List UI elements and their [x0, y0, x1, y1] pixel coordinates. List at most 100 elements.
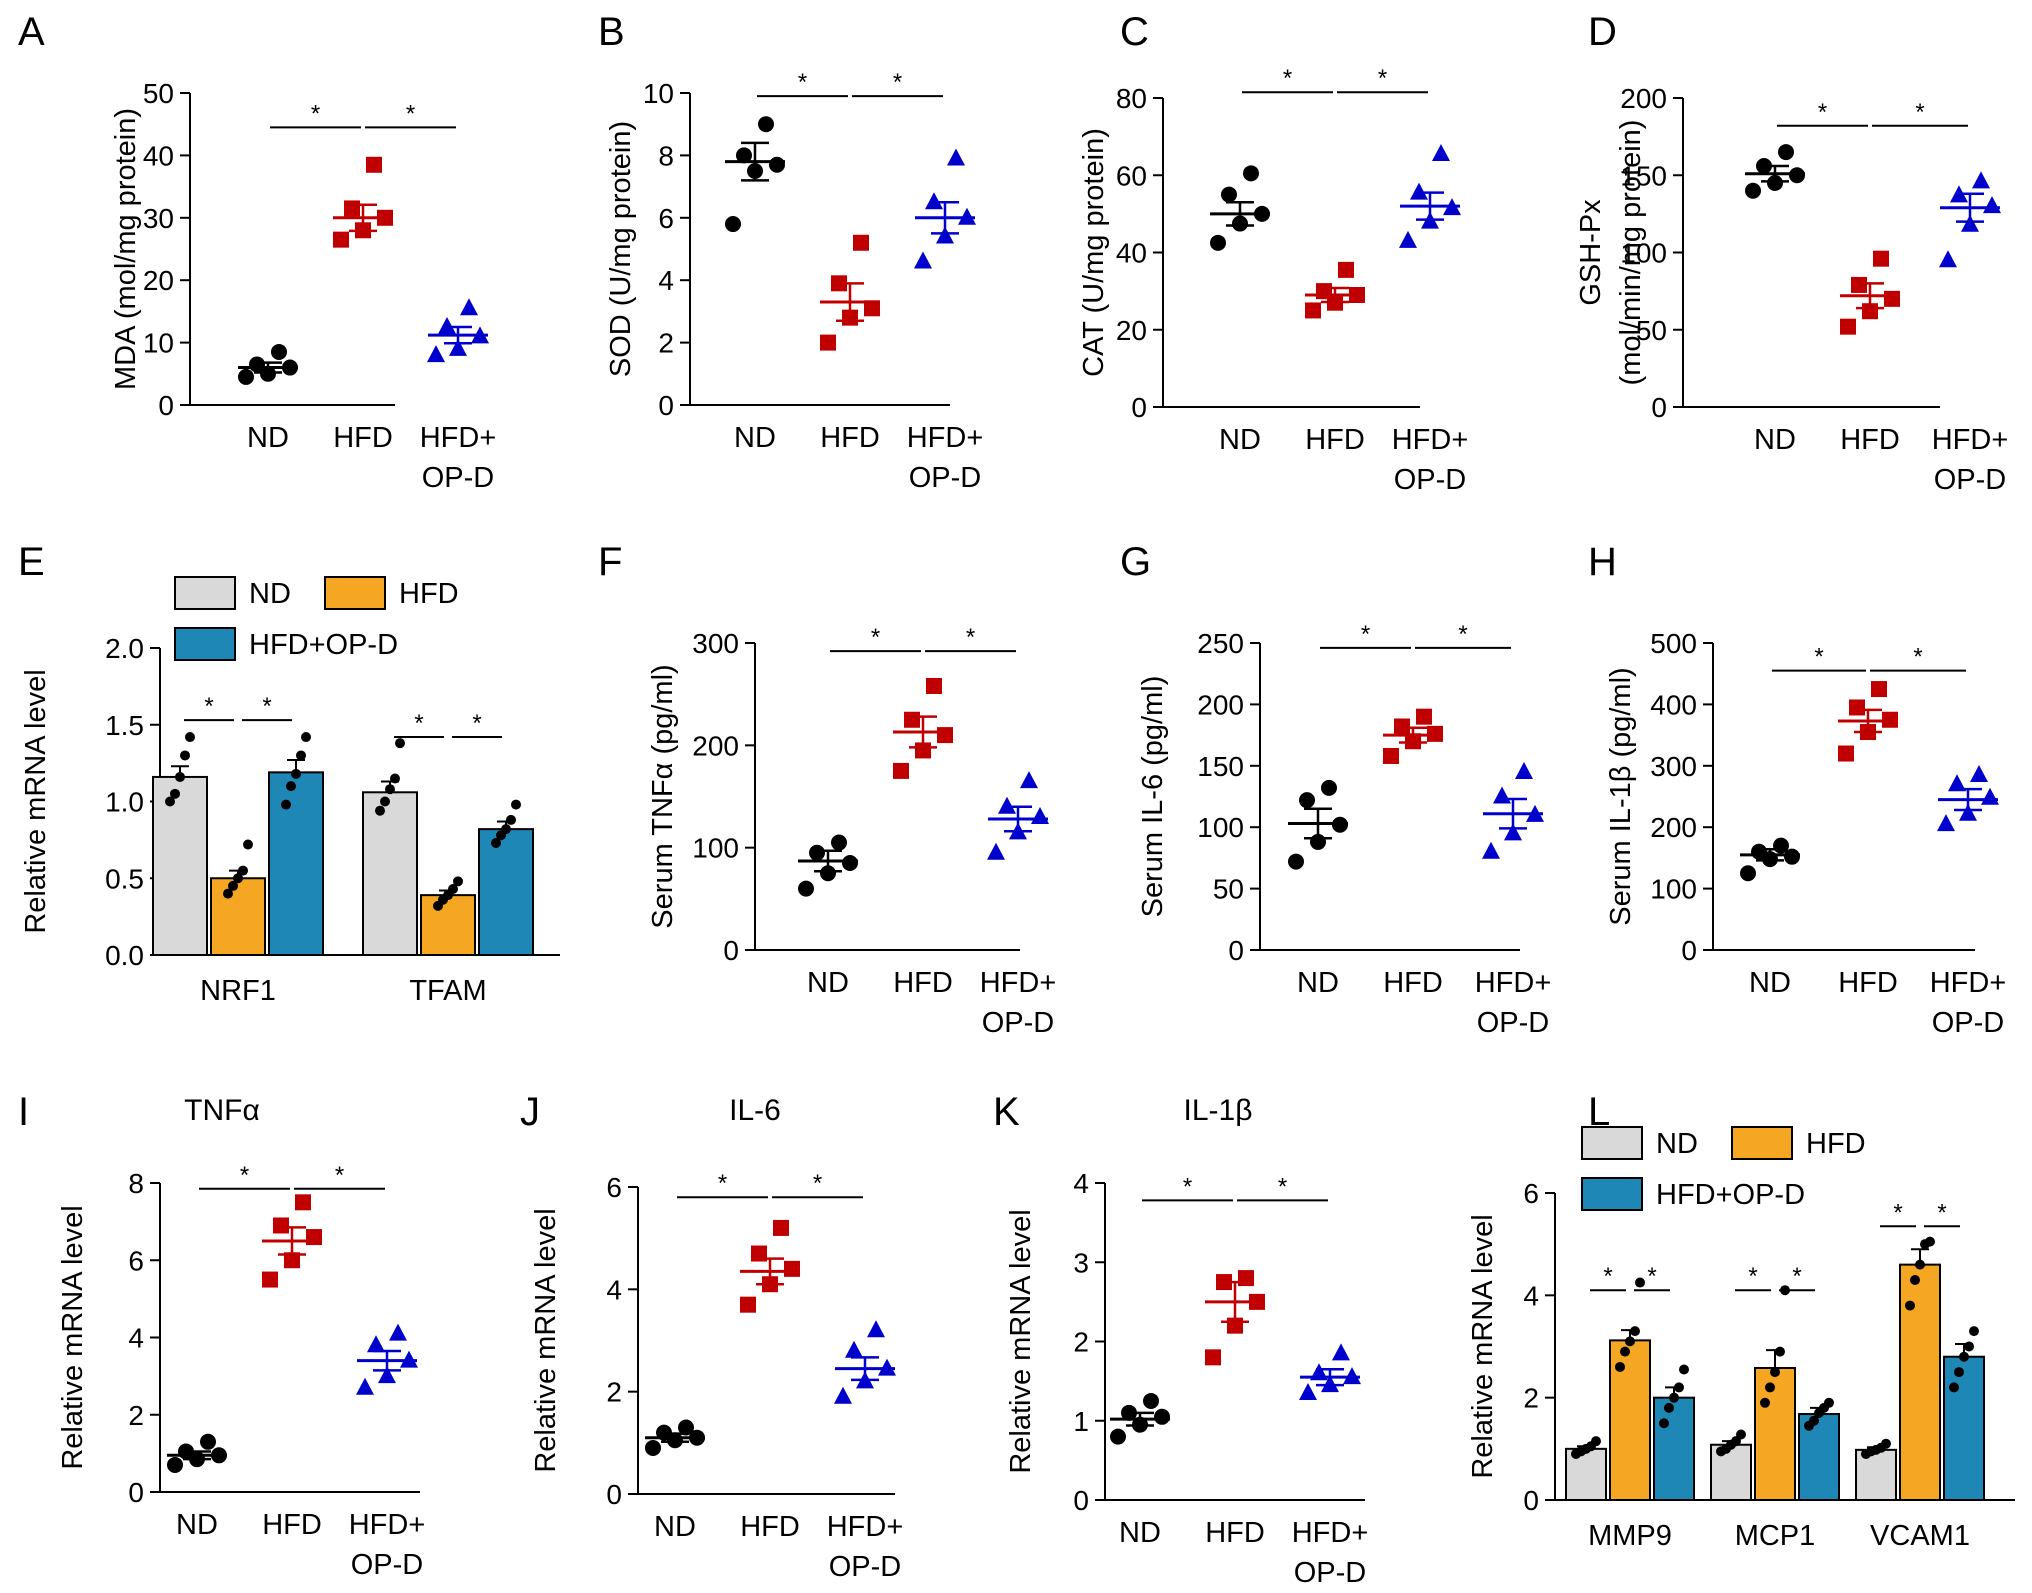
- x-tick-label: MMP9: [1588, 1520, 1672, 1552]
- data-point: [1849, 699, 1865, 716]
- data-point: [1789, 167, 1805, 184]
- y-tick-label: 80: [1116, 83, 1147, 114]
- data-point: [1299, 792, 1315, 809]
- y-tick-label: 3: [1073, 1247, 1089, 1278]
- y-tick-label: 0: [1073, 1485, 1089, 1516]
- legend-swatch: [1731, 1126, 1793, 1160]
- legend-swatch: [1581, 1126, 1643, 1160]
- y-tick-label: 0: [158, 390, 174, 421]
- data-point: [1288, 853, 1304, 870]
- bar: [210, 877, 266, 956]
- data-point: [1659, 1418, 1669, 1429]
- data-point: [809, 844, 825, 861]
- y-tick-label: 2: [1523, 1383, 1539, 1414]
- data-point: [1338, 261, 1354, 278]
- significance-star: *: [893, 69, 902, 96]
- x-tick-label: VCAM1: [1870, 1520, 1970, 1552]
- significance-star: *: [718, 1170, 727, 1197]
- bar: [1943, 1355, 1985, 1501]
- data-point: [1824, 1397, 1834, 1408]
- data-point: [291, 768, 301, 779]
- data-point: [853, 234, 869, 251]
- x-tick-label: HFD+: [1932, 424, 2009, 456]
- data-point: [378, 1366, 396, 1384]
- data-point: [925, 192, 943, 210]
- y-tick-label: 200: [1197, 689, 1244, 720]
- data-point: [1504, 823, 1522, 841]
- x-tick-label: HFD+: [827, 1511, 904, 1543]
- x-tick-label: HFD+: [1930, 967, 2007, 999]
- y-tick-label: 20: [1116, 315, 1147, 346]
- y-tick-label: 200: [1620, 83, 1667, 114]
- significance-star: *: [966, 624, 975, 651]
- data-point: [820, 865, 836, 882]
- data-point: [1205, 1349, 1221, 1366]
- legend-swatch: [324, 576, 386, 610]
- x-tick-label: OP-D: [1294, 1557, 1367, 1589]
- y-tick-label: 20: [143, 265, 174, 296]
- data-point: [185, 732, 195, 743]
- data-point: [1981, 787, 1999, 805]
- data-point: [223, 888, 233, 899]
- data-point: [249, 356, 265, 373]
- bar: [478, 828, 534, 957]
- data-point: [438, 317, 456, 334]
- data-point: [740, 1296, 756, 1313]
- data-point: [200, 1433, 216, 1450]
- data-point: [1775, 1346, 1785, 1357]
- data-point: [1615, 1361, 1625, 1372]
- y-tick-label: 60: [1116, 160, 1147, 191]
- data-point: [1243, 165, 1259, 182]
- panel-H: H 0 100 200 300 400 500 Serum IL-1β (pg/ml) ND HF…: [1588, 540, 2006, 1039]
- data-point: [1949, 1382, 1959, 1393]
- y-tick-label: 0: [1131, 392, 1147, 423]
- panel-letter: H: [1588, 540, 1617, 584]
- data-point: [784, 1260, 800, 1277]
- data-point: [1740, 865, 1756, 882]
- data-point: [395, 738, 405, 749]
- y-tick-label: 500: [1650, 628, 1697, 659]
- y-tick-label: 0.0: [105, 940, 144, 971]
- data-point: [1410, 182, 1428, 200]
- x-tick-label: NRF1: [200, 975, 276, 1007]
- significance-star: *: [1937, 1199, 1946, 1226]
- x-tick-label: ND: [247, 422, 289, 454]
- x-tick-label: HFD: [1383, 967, 1443, 999]
- data-point: [1332, 1343, 1350, 1361]
- y-tick-label: 100: [1197, 812, 1244, 843]
- data-point: [356, 1377, 374, 1395]
- y-axis-label: MDA (mol/mg protein): [110, 108, 142, 390]
- significance-star: *: [262, 693, 271, 720]
- data-point: [1784, 848, 1800, 865]
- chart-title: IL-6: [729, 1094, 781, 1127]
- x-tick-label: OP-D: [1477, 1007, 1550, 1039]
- panel-F: F 0 100 200 300 Serum TNFα (pg/ml) ND HFD HFD+ OP…: [598, 540, 1056, 1039]
- data-point: [1751, 843, 1767, 860]
- panel-letter: A: [18, 10, 45, 54]
- bar: [1653, 1396, 1695, 1501]
- y-axis-label: (mol/min/mg protein): [1615, 120, 1647, 386]
- data-point: [1736, 1429, 1746, 1440]
- significance-star: *: [240, 1162, 249, 1189]
- y-tick-label: 2: [606, 1377, 622, 1408]
- data-point: [678, 1419, 694, 1436]
- y-tick-label: 4: [658, 265, 674, 296]
- data-point: [286, 781, 296, 792]
- significance-star: *: [1814, 644, 1823, 671]
- y-tick-label: 4: [128, 1323, 144, 1354]
- x-tick-label: ND: [176, 1509, 218, 1541]
- data-point: [831, 834, 847, 851]
- data-point: [758, 116, 774, 133]
- x-tick-label: ND: [1754, 424, 1796, 456]
- data-point: [175, 771, 185, 782]
- data-point: [1871, 681, 1887, 698]
- data-point: [1416, 708, 1432, 725]
- x-tick-label: OP-D: [1394, 464, 1467, 496]
- data-point: [1679, 1364, 1689, 1375]
- y-tick-label: 1.0: [105, 787, 144, 818]
- data-point: [864, 300, 880, 317]
- y-tick-label: 0: [1651, 392, 1667, 423]
- data-point: [301, 732, 311, 743]
- y-tick-label: 8: [128, 1168, 144, 1199]
- significance-star: *: [311, 100, 320, 127]
